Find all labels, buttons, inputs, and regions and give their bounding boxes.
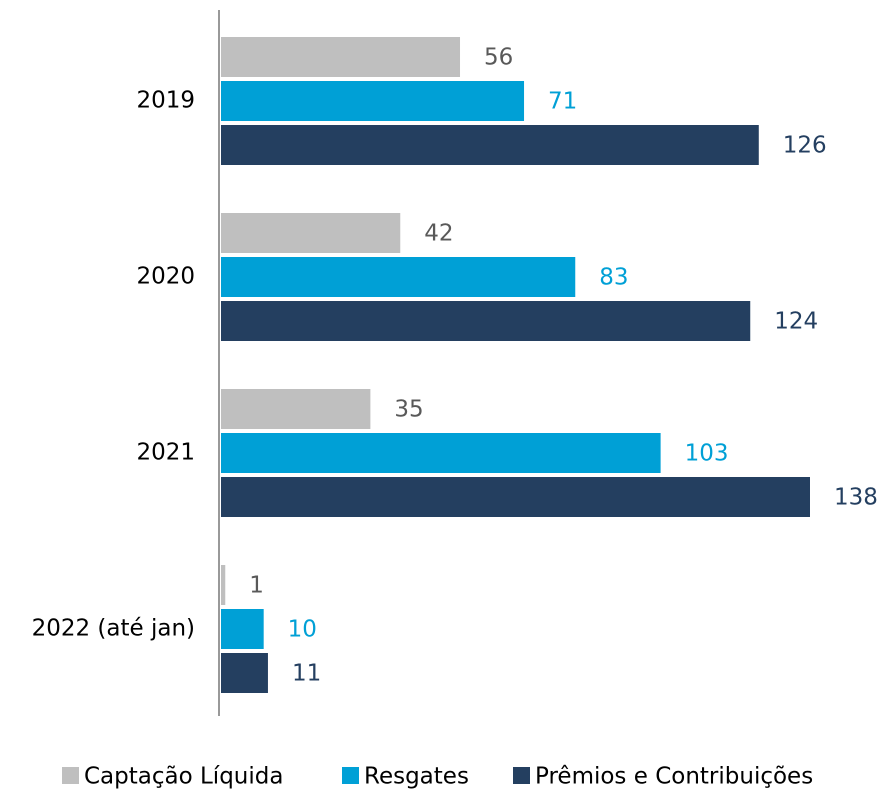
- value-label: 42: [424, 221, 453, 247]
- value-label: 10: [288, 617, 317, 643]
- legend-label: Captação Líquida: [84, 764, 283, 790]
- value-label: 71: [548, 89, 577, 115]
- value-label: 124: [774, 309, 818, 335]
- bar: [221, 477, 810, 517]
- category-label: 2020: [136, 264, 195, 290]
- bar: [221, 213, 401, 253]
- value-label: 35: [394, 397, 423, 423]
- bar: [221, 81, 525, 121]
- value-label: 1: [249, 573, 264, 599]
- bar: [221, 565, 226, 605]
- legend-swatch: [62, 767, 79, 784]
- bar: [221, 257, 576, 297]
- value-label: 103: [685, 441, 729, 467]
- category-label: 2019: [136, 88, 195, 114]
- legend-label: Resgates: [364, 764, 469, 790]
- bar: [221, 609, 264, 649]
- value-label: 83: [599, 265, 628, 291]
- bar: [221, 37, 461, 77]
- legend-label: Prêmios e Contribuições: [535, 764, 813, 790]
- legend-swatch: [342, 767, 359, 784]
- bar: [221, 389, 371, 429]
- value-label: 56: [484, 45, 513, 71]
- value-label: 126: [783, 133, 827, 159]
- bar: [221, 125, 759, 165]
- bar: [221, 653, 268, 693]
- bar: [221, 433, 661, 473]
- value-label: 11: [292, 661, 321, 687]
- legend-swatch: [513, 767, 530, 784]
- bar: [221, 301, 751, 341]
- category-label: 2021: [136, 440, 195, 466]
- category-label: 2022 (até jan): [32, 616, 195, 642]
- value-label: 138: [834, 485, 878, 511]
